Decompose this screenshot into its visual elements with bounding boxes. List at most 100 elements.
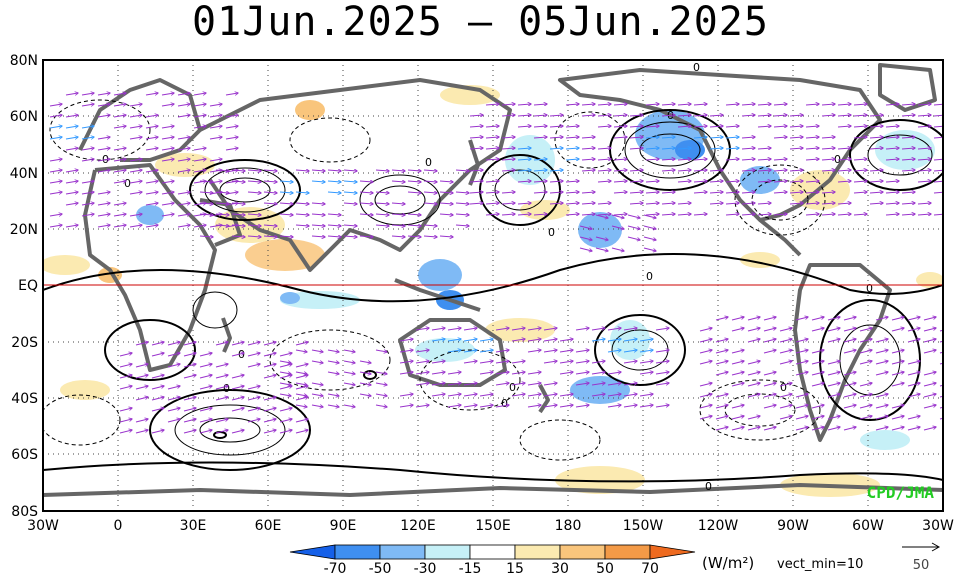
wind-vector-arrow	[741, 115, 755, 116]
wind-vector-arrow	[693, 181, 707, 182]
wind-vector-arrow	[279, 192, 293, 193]
colorbar-unit: (W/m²)	[702, 554, 754, 572]
wind-vector-arrow	[375, 214, 389, 215]
wind-vector-arrow	[533, 181, 547, 182]
wind-vector-arrow	[247, 353, 260, 357]
wind-vector-arrow	[821, 104, 835, 105]
wind-vector-arrow	[597, 181, 611, 182]
wind-vector-arrow	[359, 394, 371, 396]
wind-vector-arrow	[629, 137, 643, 138]
wind-vector-arrow	[135, 342, 148, 346]
wind-vector-arrow	[565, 148, 579, 149]
wind-vector-arrow	[263, 408, 276, 412]
wind-vector-arrow	[559, 372, 573, 375]
wind-vector-arrow	[709, 181, 723, 182]
wind-vector-arrow	[151, 375, 164, 379]
wind-vector-arrow	[469, 203, 483, 204]
wind-vector-arrow	[869, 192, 883, 193]
wind-vector-arrow	[463, 394, 477, 397]
wind-vector-arrow	[805, 148, 819, 149]
wind-vector-arrow	[431, 372, 445, 375]
wind-vector-arrow	[113, 225, 126, 227]
wind-vector-arrow	[843, 394, 856, 398]
wind-vector-arrow	[579, 225, 592, 229]
wind-vector-arrow	[311, 181, 325, 182]
wind-vector-arrow	[629, 115, 643, 116]
wind-vector-arrow	[97, 115, 110, 117]
wind-vector-arrow	[193, 170, 206, 172]
wind-vector-arrow	[597, 214, 611, 215]
wind-vector-arrow	[263, 192, 277, 193]
wind-vector-arrow	[391, 236, 405, 237]
wind-vector-arrow	[933, 114, 943, 117]
wind-vector-arrow	[431, 328, 445, 331]
wind-vector-arrow	[549, 148, 563, 149]
wind-vector-arrow	[629, 203, 643, 204]
wind-vector-arrow	[731, 328, 744, 332]
wind-vector-arrow	[859, 383, 872, 387]
wind-vector-arrow	[415, 350, 429, 353]
wind-vector-arrow	[837, 203, 851, 204]
wind-vector-arrow	[805, 159, 819, 160]
wind-vector-arrow	[565, 181, 579, 182]
wind-vector-arrow	[129, 214, 142, 216]
wind-vector-arrow	[463, 339, 477, 342]
wind-vector-arrow	[923, 372, 936, 376]
wind-vector-arrow	[565, 214, 579, 215]
wind-vector-arrow	[811, 317, 824, 321]
wind-vector-arrow	[485, 203, 499, 204]
wind-vector-arrow	[327, 361, 339, 363]
wind-vector-arrow	[907, 383, 920, 387]
wind-vector-arrow	[183, 419, 196, 423]
wind-vector-arrow	[49, 137, 62, 139]
wind-vector-arrow	[559, 350, 573, 353]
wind-vector-arrow	[741, 192, 755, 193]
wind-vector-arrow	[295, 383, 307, 385]
wind-vector-arrow	[215, 225, 229, 226]
wind-vector-arrow	[591, 339, 605, 342]
wind-vector-arrow	[81, 181, 94, 183]
wind-vector-arrow	[145, 93, 158, 95]
wind-vector-arrow	[177, 203, 190, 205]
wind-vector-arrow	[549, 203, 563, 204]
wind-vector-arrow	[447, 383, 461, 386]
wind-vector-arrow	[789, 192, 803, 193]
wind-vector-arrow	[447, 328, 461, 331]
wind-vector-arrow	[135, 430, 148, 434]
wind-vector-arrow	[677, 126, 691, 127]
wind-vector-arrow	[199, 353, 212, 357]
wind-vector-arrow	[81, 126, 94, 128]
wind-vector-arrow	[359, 383, 371, 385]
wind-vector-arrow	[81, 148, 94, 150]
wind-vector-arrow	[543, 339, 557, 342]
wind-vector-arrow	[177, 225, 190, 227]
wind-vector-arrow	[359, 181, 373, 182]
colorbar-tick: -70	[324, 561, 347, 575]
wind-vector-arrow	[875, 361, 888, 365]
wind-vector-arrow	[699, 328, 712, 332]
wind-vector-arrow	[795, 416, 808, 420]
wind-vector-arrow	[145, 192, 158, 194]
wind-vector-arrow	[215, 342, 228, 346]
wind-vector-arrow	[129, 159, 142, 161]
wind-vector-arrow	[209, 159, 222, 161]
wind-vector-arrow	[199, 408, 212, 412]
wind-vector-arrow	[247, 386, 260, 390]
wind-vector-arrow	[645, 148, 659, 149]
wind-vector-arrow	[129, 170, 142, 172]
wind-vector-arrow	[933, 125, 943, 128]
wind-vector-arrow	[725, 137, 739, 138]
wind-vector-arrow	[215, 375, 228, 379]
wind-vector-arrow	[869, 115, 883, 116]
wind-vector-arrow	[129, 126, 142, 128]
wind-vector-arrow	[875, 372, 888, 376]
plot-frame	[42, 59, 944, 512]
wind-vector-arrow	[199, 375, 212, 379]
wind-vector-arrow	[923, 405, 936, 409]
wind-vector-arrow	[295, 419, 308, 423]
wind-vector-arrow	[795, 394, 808, 398]
wind-vector-arrow	[875, 405, 888, 409]
wind-vector-arrow	[247, 419, 260, 423]
wind-vector-arrow	[795, 361, 808, 365]
wind-vector-arrow	[795, 317, 808, 321]
